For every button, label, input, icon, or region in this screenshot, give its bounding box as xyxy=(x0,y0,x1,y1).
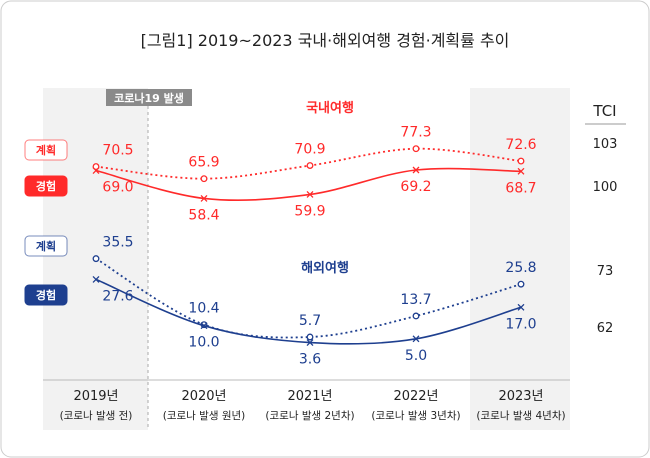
tci-value: 62 xyxy=(597,321,614,336)
group-label: 해외여행 xyxy=(301,260,349,276)
data-label: 72.6 xyxy=(505,137,536,153)
data-point xyxy=(306,162,314,169)
data-point xyxy=(92,255,100,263)
data-point xyxy=(200,175,208,183)
data-point xyxy=(412,312,420,320)
tci-header: TCI xyxy=(592,102,616,120)
data-label: 69.2 xyxy=(400,179,431,195)
data-label: 70.9 xyxy=(294,142,325,158)
data-label: 70.5 xyxy=(102,143,133,159)
data-label: 59.9 xyxy=(294,203,325,219)
data-label: 10.4 xyxy=(188,301,219,317)
data-point xyxy=(306,191,314,198)
data-label: 25.8 xyxy=(505,260,536,276)
legend-pill xyxy=(24,235,68,257)
data-label: 68.7 xyxy=(505,180,536,196)
legend-pill xyxy=(24,175,68,197)
data-point xyxy=(306,339,314,346)
data-point xyxy=(412,335,420,343)
data-label: 35.5 xyxy=(102,235,133,251)
x-tick-label: 2022년 xyxy=(393,389,438,404)
data-label: 58.4 xyxy=(188,207,219,223)
data-point xyxy=(517,157,525,165)
chart-title: [그림1] 2019~2023 국내·해외여행 경험·계획률 추이 xyxy=(141,31,510,50)
data-point xyxy=(92,275,100,283)
tci-value: 73 xyxy=(597,264,614,279)
data-label: 27.6 xyxy=(102,288,133,304)
legend-pill xyxy=(24,139,68,161)
data-label: 5.7 xyxy=(299,313,321,329)
data-label: 3.6 xyxy=(299,352,321,368)
data-label: 65.9 xyxy=(188,155,219,171)
x-tick-sublabel: (코로나 발생 원년) xyxy=(163,410,246,422)
data-label: 5.0 xyxy=(405,348,427,364)
legend-label: 경험 xyxy=(36,179,56,193)
data-point xyxy=(200,322,208,330)
data-point xyxy=(517,280,525,288)
data-point xyxy=(517,167,525,175)
x-tick-label: 2019년 xyxy=(73,389,118,404)
x-tick-sublabel: (코로나 발생 2년차) xyxy=(265,410,354,422)
legend-label: 계획 xyxy=(36,239,56,253)
annotation-badge xyxy=(106,89,192,106)
legend-label: 경험 xyxy=(36,288,56,302)
tci-value: 100 xyxy=(593,180,618,195)
data-point xyxy=(412,145,420,153)
x-tick-sublabel: (코로나 발생 전) xyxy=(60,410,133,422)
data-point xyxy=(412,166,420,174)
data-label: 13.7 xyxy=(400,292,431,308)
legend-label: 계획 xyxy=(36,143,56,157)
data-label: 10.0 xyxy=(188,335,219,351)
x-tick-sublabel: (코로나 발생 3년차) xyxy=(371,410,460,422)
data-label: 69.0 xyxy=(102,180,133,196)
x-tick-label: 2023년 xyxy=(498,389,543,404)
highlight-band-2023 xyxy=(470,88,570,430)
data-label: 17.0 xyxy=(505,316,536,332)
x-tick-label: 2020년 xyxy=(181,389,226,404)
data-point xyxy=(92,163,100,171)
legend-pill xyxy=(24,284,68,306)
data-point xyxy=(306,333,314,341)
group-label: 국내여행 xyxy=(306,100,354,116)
data-point xyxy=(200,194,208,202)
data-point xyxy=(92,167,100,174)
data-point xyxy=(517,303,525,311)
x-tick-label: 2021년 xyxy=(287,389,332,404)
data-label: 77.3 xyxy=(400,125,431,141)
tci-value: 103 xyxy=(593,137,618,152)
x-tick-sublabel: (코로나 발생 4년차) xyxy=(476,410,565,422)
annotation-text: 코로나19 발생 xyxy=(114,91,184,105)
